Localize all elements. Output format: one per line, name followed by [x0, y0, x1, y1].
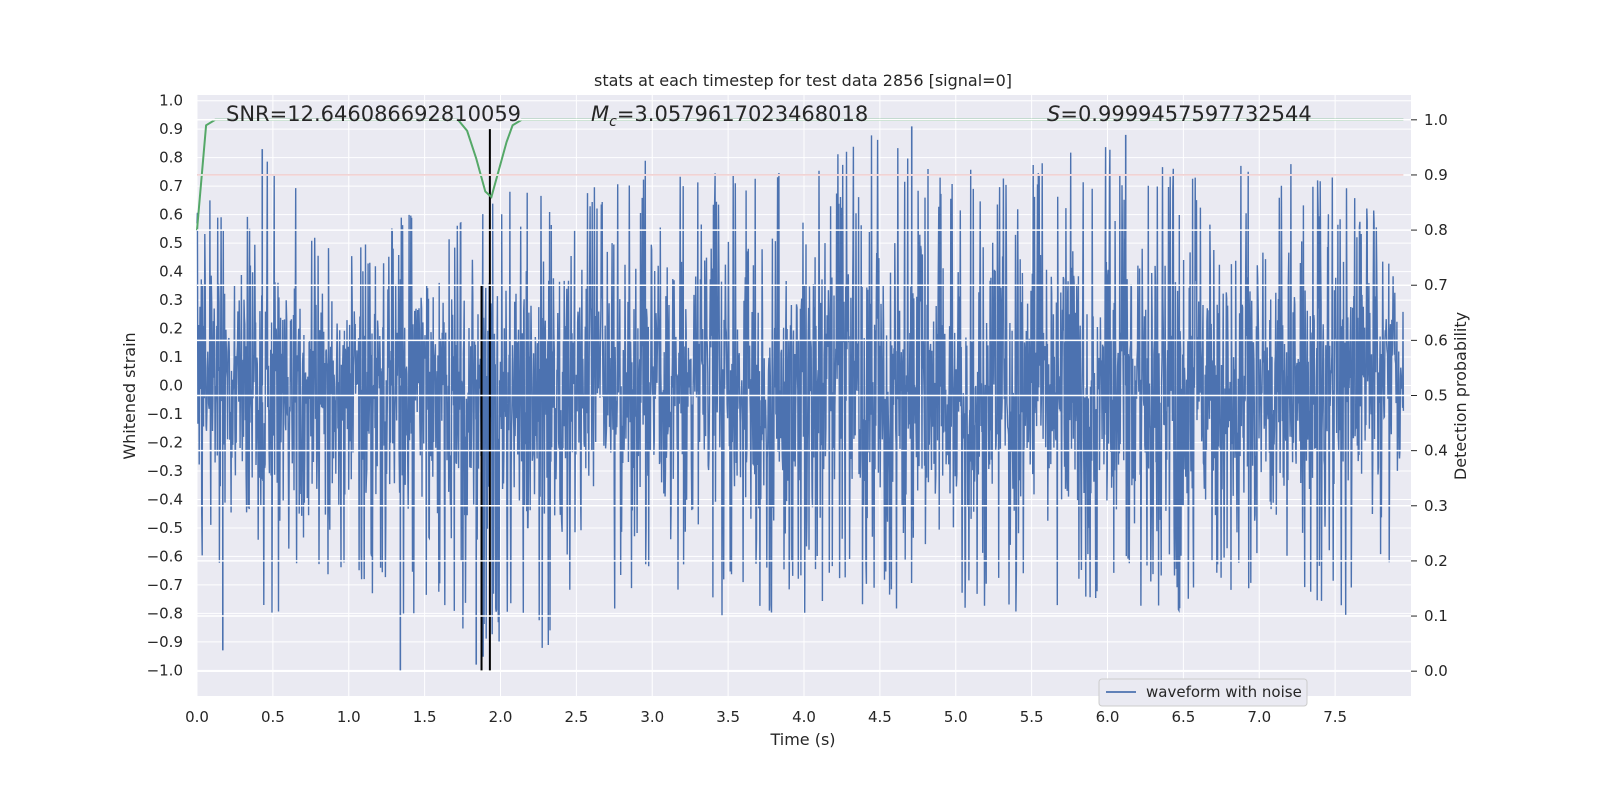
y2-tick-label: 1.0 [1424, 111, 1448, 129]
x-tick-label: 1.0 [337, 708, 361, 726]
score-symbol: S [1047, 102, 1060, 126]
chirp-mass-subscript: c [609, 114, 617, 130]
y-tick-label: 0.3 [159, 291, 183, 309]
chirp-mass-value: =3.0579617023468018 [617, 102, 868, 126]
y2-axis-label: Detection probability [1451, 312, 1470, 480]
y-tick-label: −0.1 [147, 405, 183, 423]
y-tick-label: 0.5 [159, 234, 183, 252]
score-annotation: S=0.9999457597732544 [1047, 102, 1312, 126]
x-tick-label: 2.5 [564, 708, 588, 726]
x-tick-label: 2.0 [489, 708, 513, 726]
y-tick-label: −0.4 [147, 490, 183, 508]
x-tick-label: 3.0 [640, 708, 664, 726]
x-tick-label: 1.5 [413, 708, 437, 726]
chirp-mass-annotation: Mc=3.0579617023468018 [591, 102, 868, 130]
y2-tick-label: 0.2 [1424, 552, 1448, 570]
y-tick-label: 0.7 [159, 177, 183, 195]
x-axis-label: Time (s) [769, 730, 835, 749]
snr-annotation: SNR=12.646086692810059 [226, 102, 521, 126]
legend: waveform with noise [1098, 678, 1308, 707]
legend-box [1098, 678, 1308, 707]
y-tick-label: 0.9 [159, 120, 183, 138]
right-axis-grid [197, 119, 1411, 672]
y-tick-label: −1.0 [147, 661, 183, 679]
x-tick-label: 0.5 [261, 708, 285, 726]
y2-tick-label: 0.7 [1424, 276, 1448, 294]
y2-tick-label: 0.6 [1424, 331, 1448, 349]
x-tick-label: 6.0 [1096, 708, 1120, 726]
y2-tick-label: 0.1 [1424, 607, 1448, 625]
y-tick-label: 0.6 [159, 206, 183, 224]
y-tick-label: −0.6 [147, 547, 183, 565]
y-tick-label: −0.7 [147, 576, 183, 594]
y2-tick-label: 0.3 [1424, 497, 1448, 515]
marker-lines [480, 129, 491, 671]
y2-axis-ticks: 1.0 0.9 0.8 0.7 0.6 0.5 0.4 0.3 0.2 0.1 0.0 [1411, 111, 1448, 680]
y-axis-ticks: 1.0 0.9 0.8 0.7 0.6 0.5 0.4 0.3 0.2 0.1 0.0 −0.1 −0.… [147, 92, 183, 680]
y2-tick-label: 0.5 [1424, 387, 1448, 405]
x-tick-label: 6.5 [1171, 708, 1195, 726]
x-tick-label: 5.0 [944, 708, 968, 726]
x-tick-label: 3.5 [716, 708, 740, 726]
y2-tick-label: 0.9 [1424, 166, 1448, 184]
y-tick-label: −0.2 [147, 433, 183, 451]
waveform-series [196, 126, 1405, 671]
y-tick-label: −0.3 [147, 462, 183, 480]
legend-label: waveform with noise [1146, 683, 1302, 701]
y-tick-label: 0.0 [159, 377, 183, 395]
y2-tick-label: 0.0 [1424, 662, 1448, 680]
x-tick-label: 4.5 [868, 708, 892, 726]
x-tick-label: 0.0 [185, 708, 209, 726]
y-tick-label: 0.4 [159, 263, 183, 281]
x-axis-ticks: 0.0 0.5 1.0 1.5 2.0 2.5 3.0 3.5 4.0 4.5 5.0 5.5 6.0 6… [185, 708, 1347, 726]
y-axis-label: Whitened strain [120, 332, 139, 459]
y-tick-label: 0.1 [159, 348, 183, 366]
y-tick-label: −0.5 [147, 519, 183, 537]
waveform-line [196, 135, 1405, 657]
y2-tick-label: 0.8 [1424, 221, 1448, 239]
y-tick-label: 0.8 [159, 149, 183, 167]
x-tick-label: 7.5 [1323, 708, 1347, 726]
score-value: =0.9999457597732544 [1060, 102, 1311, 126]
chirp-mass-symbol: M [591, 102, 609, 126]
y-tick-label: 0.2 [159, 320, 183, 338]
chart-title: stats at each timestep for test data 285… [594, 71, 1012, 90]
y2-tick-label: 0.4 [1424, 442, 1448, 460]
x-tick-label: 7.0 [1247, 708, 1271, 726]
y-tick-label: −0.8 [147, 604, 183, 622]
x-tick-label: 4.0 [792, 708, 816, 726]
x-tick-label: 5.5 [1020, 708, 1044, 726]
y-tick-label: −0.9 [147, 633, 183, 651]
y-tick-label: 1.0 [159, 92, 183, 110]
